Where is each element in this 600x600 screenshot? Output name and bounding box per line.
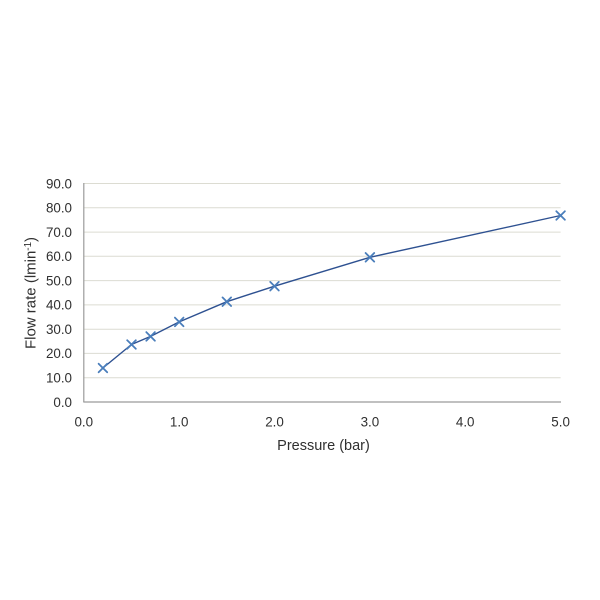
svg-text:70.0: 70.0 bbox=[46, 225, 72, 240]
svg-text:90.0: 90.0 bbox=[46, 176, 72, 191]
svg-text:2.0: 2.0 bbox=[265, 415, 284, 430]
svg-text:20.0: 20.0 bbox=[46, 346, 72, 361]
svg-text:Flow rate (lmin-1): Flow rate (lmin-1) bbox=[23, 237, 40, 349]
svg-text:30.0: 30.0 bbox=[46, 322, 72, 337]
svg-text:0.0: 0.0 bbox=[74, 415, 93, 430]
svg-text:5.0: 5.0 bbox=[551, 415, 570, 430]
svg-text:40.0: 40.0 bbox=[46, 298, 72, 313]
svg-text:4.0: 4.0 bbox=[456, 415, 475, 430]
svg-text:Pressure (bar): Pressure (bar) bbox=[277, 438, 370, 454]
svg-text:10.0: 10.0 bbox=[46, 371, 72, 386]
svg-text:1.0: 1.0 bbox=[170, 415, 189, 430]
svg-text:0.0: 0.0 bbox=[53, 395, 72, 410]
svg-text:3.0: 3.0 bbox=[361, 415, 380, 430]
svg-text:50.0: 50.0 bbox=[46, 273, 72, 288]
svg-text:80.0: 80.0 bbox=[46, 201, 72, 216]
svg-text:60.0: 60.0 bbox=[46, 249, 72, 264]
